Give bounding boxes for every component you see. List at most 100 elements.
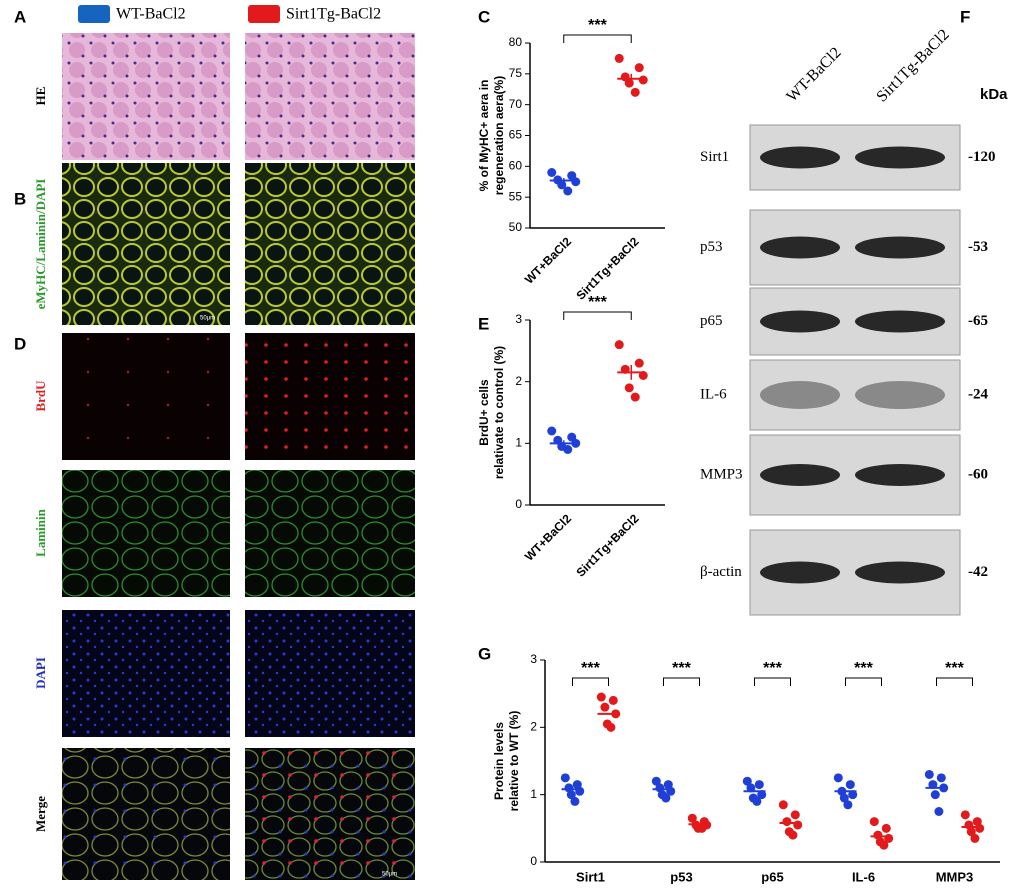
he-image: [245, 33, 415, 160]
y-tick-label: 50: [509, 220, 523, 234]
data-point: [547, 168, 557, 177]
data-point: [757, 790, 767, 800]
data-point: [843, 800, 853, 810]
legend-label: WT-BaCl2: [116, 6, 186, 23]
blot-kda: -42: [968, 564, 988, 580]
y-tick-label: 55: [509, 189, 523, 203]
blot-kda: -53: [968, 239, 988, 255]
data-point: [614, 340, 624, 350]
data-point: [638, 75, 648, 85]
y-tick-label: 80: [509, 35, 523, 49]
data-point: [606, 722, 616, 732]
data-point: [634, 358, 644, 368]
scale-bar: 50μm: [200, 316, 215, 322]
blot-kda: -65: [968, 313, 988, 329]
blot-label: IL-6: [700, 386, 727, 402]
x-tick-label: p53: [670, 869, 692, 884]
data-point: [624, 78, 634, 88]
row-label: Merge: [33, 796, 48, 832]
sig-label: ***: [763, 660, 782, 677]
y-axis-label: Protein levels: [492, 722, 506, 800]
panel-letter: C: [478, 7, 490, 26]
data-point: [697, 823, 707, 833]
chart-e: 0 1 2 3 BrdU+ cells relativate to control (%)…: [477, 294, 665, 580]
data-point: [746, 783, 756, 793]
blot-band: [760, 146, 840, 169]
panel-letter: B: [14, 189, 26, 208]
sig-label: ***: [672, 660, 691, 677]
row-label: DAPI: [33, 657, 48, 689]
y-tick-label: 70: [509, 97, 523, 111]
data-point: [575, 786, 585, 796]
sig-bracket: [572, 677, 609, 686]
y-tick-label: 2: [530, 720, 537, 734]
blot-label: β-actin: [700, 564, 742, 580]
blot-column: WT-BaCl2: [783, 44, 844, 105]
micrographs: [62, 33, 415, 880]
sig-label: ***: [854, 660, 873, 677]
row-label: BrdU: [33, 380, 48, 412]
data-point: [634, 63, 644, 73]
data-point: [624, 383, 634, 393]
sig-label: ***: [581, 660, 600, 677]
data-point: [600, 702, 610, 712]
y-tick-label: 3: [530, 652, 537, 666]
data-point: [566, 790, 576, 800]
blot-unit: kDa: [980, 86, 1008, 103]
data-point: [934, 807, 944, 816]
x-tick-label: Sirt1Tg+BaCl2: [573, 234, 641, 302]
x-tick-label: Sirt1Tg+BaCl2: [573, 511, 641, 579]
data-point: [848, 790, 858, 800]
sig-bracket: [845, 677, 882, 686]
data-point: [630, 87, 640, 97]
sig-bracket: [563, 34, 632, 43]
sig-bracket: [754, 677, 791, 686]
y-tick-label: 75: [509, 66, 523, 80]
y-tick-label: 1: [530, 787, 537, 801]
blot-band: [760, 236, 840, 259]
y-axis-label: % of MyHC+ aera in: [477, 80, 491, 192]
chart-c: 50 55 60 65 70 75 80 % of MyHC+ aera in regenera…: [477, 17, 665, 303]
y-axis-label: relativate to control (%): [492, 346, 506, 479]
chart-g: 0 1 2 3 Protein levels relative to WT (%) Sirt…: [492, 652, 1000, 884]
y-tick-label: 65: [509, 128, 523, 142]
data-point: [975, 823, 985, 833]
data-point: [793, 820, 803, 830]
blot-band: [760, 464, 840, 486]
sig-bracket: [936, 677, 973, 686]
data-point: [752, 796, 762, 806]
data-point: [928, 780, 938, 790]
blot-band: [855, 310, 945, 333]
emyhc-image: [62, 163, 230, 325]
he-image: [62, 33, 230, 160]
data-point: [782, 817, 792, 827]
scale-bar: 50μm: [382, 872, 397, 878]
y-tick-label: 3: [515, 312, 522, 326]
brdu-image: [62, 333, 230, 460]
data-point: [608, 695, 618, 705]
y-tick-label: 0: [530, 854, 537, 868]
y-tick-label: 0: [515, 497, 522, 511]
blot-band: [760, 310, 840, 333]
data-point: [879, 840, 889, 850]
merge-image: [245, 748, 415, 880]
row-label: eMyHC/Laminin/DAPI: [33, 179, 48, 310]
data-point: [924, 769, 934, 779]
data-point: [839, 793, 849, 803]
data-point: [571, 177, 581, 187]
brdu-image: [245, 333, 415, 460]
legend-swatch: [248, 5, 280, 23]
blot-kda: -120: [968, 149, 996, 165]
y-tick-label: 60: [509, 159, 523, 173]
data-point: [614, 53, 624, 63]
y-tick-label: 2: [515, 374, 522, 388]
panel-letter: E: [478, 314, 489, 333]
panel-letter: A: [14, 7, 26, 26]
blot-label: Sirt1: [700, 149, 729, 165]
data-point: [778, 800, 788, 810]
data-point: [930, 790, 940, 800]
laminin-image: [62, 470, 230, 597]
x-tick-label: WT+BaCl2: [522, 511, 574, 563]
data-point: [547, 426, 557, 436]
data-point: [966, 827, 976, 837]
